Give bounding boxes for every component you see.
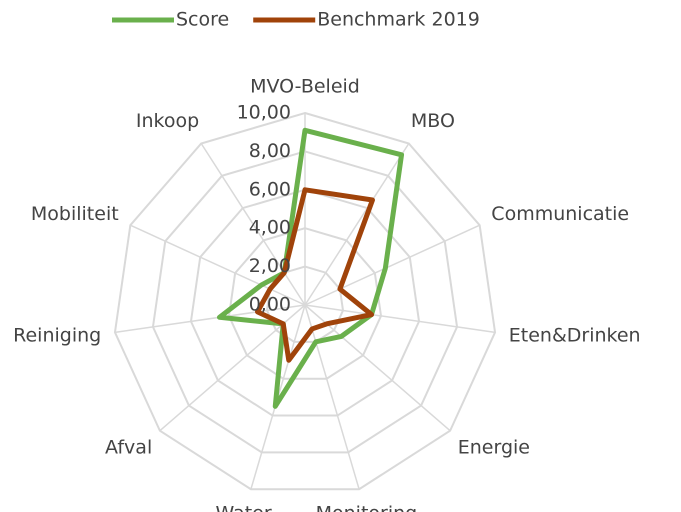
series-line <box>254 187 375 363</box>
spoke <box>304 224 480 306</box>
category-label: Afval <box>105 436 152 458</box>
category-label: Water <box>215 503 271 512</box>
grid-ring <box>151 150 459 454</box>
legend-label: Benchmark 2019 <box>317 9 480 31</box>
y-tick-label: 0,00 <box>249 294 291 316</box>
y-tick-label: 4,00 <box>249 217 291 239</box>
category-label: Reiniging <box>13 325 101 347</box>
category-label: Communicatie <box>491 203 629 225</box>
category-label: Mobiliteit <box>31 203 119 225</box>
category-label: MBO <box>411 110 455 132</box>
grid-ring <box>227 227 383 380</box>
y-tick-label: 8,00 <box>249 140 291 162</box>
category-label: Monitoring <box>316 503 418 512</box>
spoke <box>304 304 451 432</box>
category-label: MVO-Beleid <box>250 76 360 98</box>
legend-label: Score <box>176 9 229 31</box>
y-tick-label: 2,00 <box>249 255 291 277</box>
category-label: Inkoop <box>136 110 199 132</box>
spoke <box>114 304 306 334</box>
category-label: Energie <box>458 436 530 458</box>
spoke <box>304 304 360 490</box>
y-tick-label: 6,00 <box>249 178 291 200</box>
category-label: Eten&Drinken <box>509 325 641 347</box>
spoke <box>130 224 306 306</box>
grid-ring <box>113 111 497 491</box>
grid-ring <box>189 188 421 417</box>
series-line <box>216 127 405 409</box>
spoke <box>304 143 410 306</box>
y-tick-label: 10,00 <box>237 102 291 124</box>
spoke <box>304 304 496 334</box>
spoke <box>200 143 306 306</box>
